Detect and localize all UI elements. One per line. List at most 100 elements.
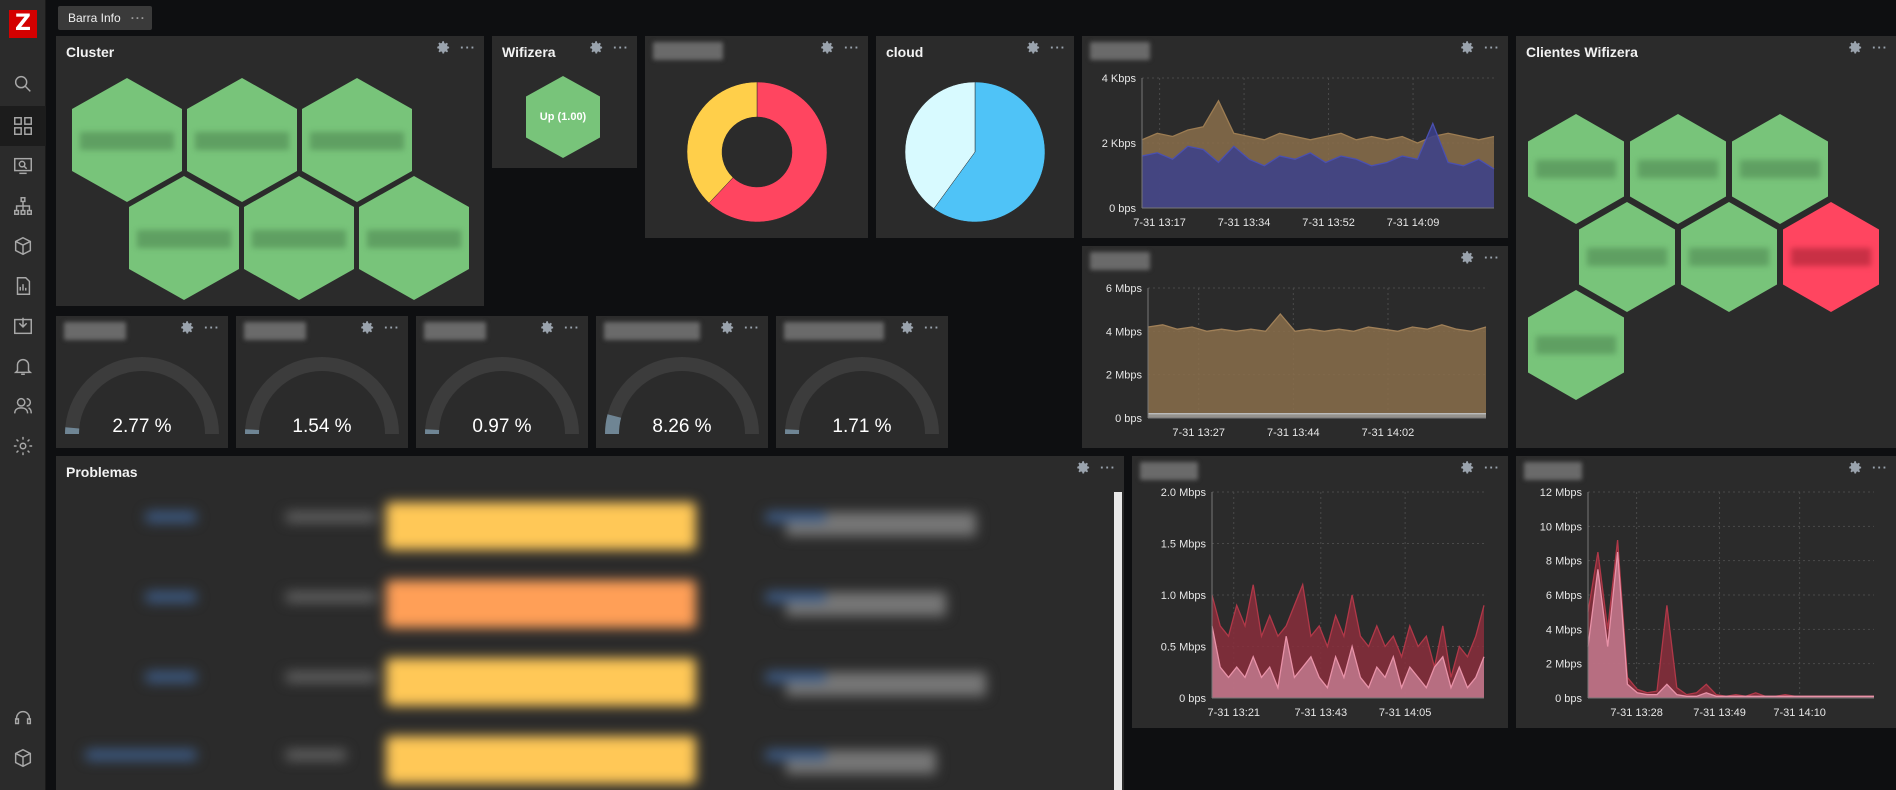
series-area: [1148, 413, 1486, 418]
problems-table[interactable]: [66, 492, 1114, 790]
integrations-icon[interactable]: [0, 738, 46, 778]
gear-icon[interactable]: [1848, 460, 1863, 475]
gear-icon[interactable]: [820, 40, 835, 55]
y-tick-label: 12 Mbps: [1540, 487, 1583, 499]
host-hexagon[interactable]: [187, 78, 297, 202]
area-chart: 4 Kbps 2 Kbps 0 bps 7-31 13:17 7-31 13:34 7-3…: [1102, 73, 1495, 229]
users-icon[interactable]: [0, 386, 46, 426]
gauge-track: [605, 357, 759, 435]
inventory-icon[interactable]: [0, 226, 46, 266]
series-area: [1142, 123, 1494, 208]
series-line: [1147, 312, 1487, 332]
more-icon[interactable]: ···: [1872, 40, 1888, 55]
gauge-track: [785, 357, 939, 435]
more-icon[interactable]: ···: [564, 320, 580, 335]
host-hexagon[interactable]: [359, 176, 469, 300]
gear-icon[interactable]: [540, 320, 555, 335]
gear-icon[interactable]: [1026, 40, 1041, 55]
reports-icon[interactable]: [0, 266, 46, 306]
gear-icon[interactable]: [1460, 460, 1475, 475]
app-logo[interactable]: Z: [9, 10, 37, 38]
gauge-value: 2.77 %: [112, 416, 172, 437]
blurred-title: [604, 322, 700, 340]
host-hexagon[interactable]: [129, 176, 239, 300]
y-tick-label: 0 bps: [1179, 693, 1206, 705]
host-hexagon[interactable]: [1528, 290, 1624, 400]
gauge-widget: ··· 1.71 %: [776, 316, 948, 448]
gear-icon[interactable]: [720, 320, 735, 335]
gear-icon[interactable]: [900, 320, 915, 335]
dashboard-page-tab[interactable]: Barra Info ···: [58, 6, 152, 30]
series-line: [1141, 121, 1495, 170]
pie-slice: [933, 81, 1046, 223]
more-icon[interactable]: ···: [1100, 460, 1116, 475]
more-icon[interactable]: ···: [1484, 40, 1500, 55]
host-hexagon[interactable]: [1528, 114, 1624, 224]
host-hexagon[interactable]: [1630, 114, 1726, 224]
host-hexagon[interactable]: [1579, 202, 1675, 312]
more-icon[interactable]: ···: [613, 40, 629, 55]
host-hexagon[interactable]: [302, 78, 412, 202]
host-hexagon[interactable]: [1732, 114, 1828, 224]
host-hexagon-problem[interactable]: [1783, 202, 1879, 312]
gear-icon[interactable]: [436, 40, 451, 55]
status-hexagon[interactable]: Up (1.00): [526, 76, 600, 158]
alerts-icon[interactable]: [0, 346, 46, 386]
gauge-widget: ··· 2.77 %: [56, 316, 228, 448]
gear-icon[interactable]: [589, 40, 604, 55]
more-icon[interactable]: ···: [460, 40, 476, 55]
x-tick-label: 7-31 13:28: [1610, 707, 1663, 719]
settings-icon[interactable]: [0, 426, 46, 466]
series-line: [1587, 552, 1874, 697]
gauge-arc: [65, 357, 219, 435]
gear-icon[interactable]: [1848, 40, 1863, 55]
more-icon[interactable]: ···: [204, 320, 220, 335]
x-tick-label: 7-31 13:34: [1218, 217, 1271, 229]
widget-title: Problemas: [66, 464, 138, 480]
more-icon[interactable]: ···: [744, 320, 760, 335]
network-map-icon[interactable]: [0, 186, 46, 226]
scrollbar[interactable]: [1114, 492, 1122, 790]
host-hexagon[interactable]: [72, 78, 182, 202]
data-collection-icon[interactable]: [0, 306, 46, 346]
more-icon[interactable]: ···: [1484, 460, 1500, 475]
gear-icon[interactable]: [1460, 250, 1475, 265]
y-tick-label: 0 bps: [1109, 203, 1136, 215]
y-tick-label: 0 bps: [1555, 693, 1582, 705]
host-hexagon[interactable]: [1681, 202, 1777, 312]
y-tick-label: 4 Mbps: [1106, 326, 1143, 338]
more-icon[interactable]: ···: [1484, 250, 1500, 265]
y-tick-label: 0 bps: [1115, 413, 1142, 425]
series-line: [1211, 582, 1485, 678]
host-hexagon[interactable]: [244, 176, 354, 300]
blurred-title: [1090, 42, 1150, 60]
monitoring-icon[interactable]: [0, 146, 46, 186]
pie-slice: [686, 81, 758, 204]
more-icon[interactable]: ···: [924, 320, 940, 335]
search-icon[interactable]: [0, 64, 46, 104]
support-icon[interactable]: [0, 698, 46, 738]
gauge-value: 8.26 %: [652, 416, 712, 437]
gear-icon[interactable]: [1076, 460, 1091, 475]
donut-chart: [686, 81, 828, 223]
gear-icon[interactable]: [180, 320, 195, 335]
gauge-track: [425, 357, 579, 435]
gauge-arc: [244, 357, 399, 435]
traffic-graph-widget-3: ··· 2.0 Mbps 1.5 Mbps 1.0 Mbps 0.5 Mbps 0 bp…: [1132, 456, 1508, 728]
more-icon[interactable]: ···: [1050, 40, 1066, 55]
gauge-fill: [604, 414, 622, 435]
gauge-track: [65, 357, 219, 435]
more-icon[interactable]: ···: [384, 320, 400, 335]
dashboards-icon[interactable]: [0, 106, 46, 146]
gauge-arc: [424, 357, 579, 435]
more-icon[interactable]: ···: [1872, 460, 1888, 475]
widget-title: Wifizera: [502, 44, 556, 60]
more-icon[interactable]: ···: [844, 40, 860, 55]
widget-title: cloud: [886, 44, 924, 60]
more-icon[interactable]: ···: [130, 11, 146, 25]
gear-icon[interactable]: [1460, 40, 1475, 55]
x-tick-label: 7-31 13:21: [1207, 707, 1260, 719]
y-tick-label: 1.0 Mbps: [1161, 590, 1207, 602]
gear-icon[interactable]: [360, 320, 375, 335]
